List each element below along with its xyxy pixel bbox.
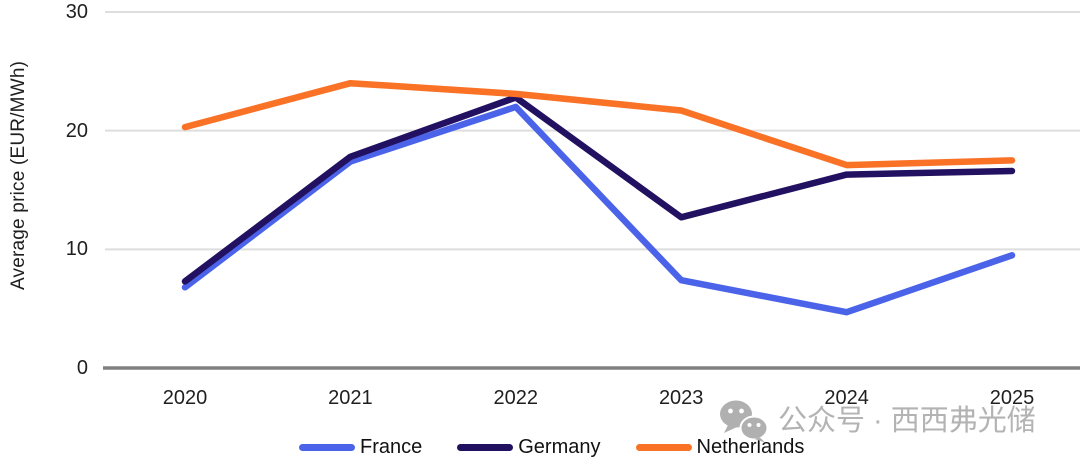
series-line-germany xyxy=(181,94,1016,285)
x-tick-label: 2024 xyxy=(824,387,869,409)
y-tick-label: 30 xyxy=(65,1,88,23)
chart-legend: France Germany Netherlands xyxy=(299,436,804,458)
legend-swatch xyxy=(457,443,514,451)
x-tick-label: 2025 xyxy=(989,387,1035,409)
series-line-france xyxy=(181,103,1016,316)
legend-item-france: France xyxy=(299,436,422,458)
y-tick-label: 0 xyxy=(76,357,88,379)
y-tick-label: 10 xyxy=(65,238,88,261)
legend-swatch xyxy=(635,443,692,451)
x-tick-label: 2020 xyxy=(162,387,208,409)
legend-label: Germany xyxy=(518,436,601,458)
x-tick-label: 2021 xyxy=(328,387,373,409)
series-line-netherlands xyxy=(181,79,1016,169)
legend-swatch xyxy=(299,443,355,451)
x-tick-label: 2023 xyxy=(658,387,704,409)
legend-label: France xyxy=(360,436,423,458)
legend-item-germany: Germany xyxy=(457,436,601,458)
legend-label: Netherlands xyxy=(696,436,805,458)
x-tick-label: 2022 xyxy=(493,387,539,409)
y-tick-label: 20 xyxy=(65,119,88,142)
legend-item-netherlands: Netherlands xyxy=(635,436,805,458)
